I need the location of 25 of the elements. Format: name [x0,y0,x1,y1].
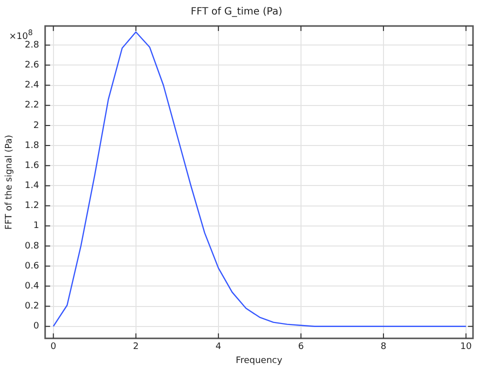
y-tick-label: 2 [33,120,40,131]
y-tick-label: 0.6 [24,261,40,272]
x-tick-label: 2 [133,342,139,352]
y-tick-label: 0.4 [24,282,40,292]
y-tick-label: 2.6 [24,60,40,71]
y-tick-label: 1.4 [24,181,40,192]
x-axis-title: Frequency [236,356,283,366]
x-tick-label: 6 [298,342,304,352]
text: ×10$^{8}$ [9,28,33,42]
x-tick-label: 4 [216,342,222,352]
y-tick-label: 1 [33,221,40,232]
chart-title: FFT of G_time (Pa) [190,6,282,18]
y-tick-label: 1.6 [24,160,40,171]
y-tick-label: 0.2 [24,302,40,312]
x-tick-label: 10 [460,342,472,352]
y-tick-label: 1.8 [24,140,40,151]
x-tick-label: 0 [50,342,56,352]
y-tick-label: 2.8 [24,40,40,50]
y-tick-label: 0 [33,322,40,332]
y-tick-label: 2.2 [24,100,40,111]
y-tick-label: 1.2 [24,201,40,212]
y-tick-label: 2.4 [24,80,40,91]
y-axis-title: FFT of the signal (Pa) [4,134,15,230]
x-tick-label: 8 [380,342,387,352]
y-tick-label: 0.8 [24,241,40,252]
